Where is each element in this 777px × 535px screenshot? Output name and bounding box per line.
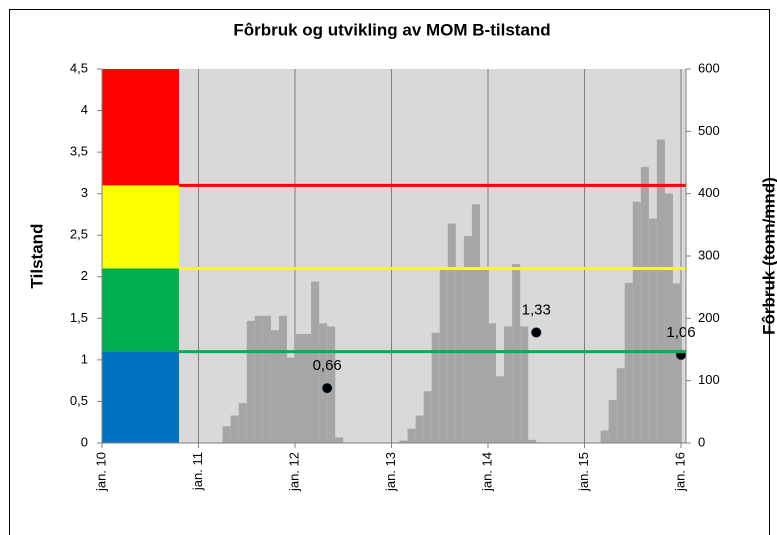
bar <box>447 223 456 443</box>
bar <box>407 428 416 443</box>
bar <box>520 326 529 443</box>
bar <box>656 139 665 444</box>
y2-tick-label: 100 <box>698 372 720 387</box>
plot-area <box>102 69 686 443</box>
bar <box>640 166 649 443</box>
y-tick-label: 4,5 <box>70 60 88 75</box>
bar <box>632 201 641 443</box>
y2-axis-label: Fôrbruk (tonn/mnd) <box>759 177 777 335</box>
y2-tick-label: 300 <box>698 247 720 262</box>
y-tick-label: 3,5 <box>70 144 88 159</box>
bar <box>327 326 336 443</box>
bar <box>319 323 328 443</box>
bar <box>488 323 497 443</box>
bar <box>278 315 287 443</box>
threshold-band <box>102 185 179 269</box>
bar <box>664 193 673 443</box>
y-tick-label: 3 <box>81 185 88 200</box>
point <box>321 382 333 394</box>
data-label: 0,66 <box>313 357 342 374</box>
bar <box>222 426 231 443</box>
bar <box>616 368 625 443</box>
y-tick-label: 0 <box>81 434 88 449</box>
bar <box>528 439 537 443</box>
y-axis-label: Tilstand <box>27 224 46 289</box>
bar <box>415 415 424 443</box>
y2-tick-label: 500 <box>698 123 720 138</box>
bar <box>504 326 513 443</box>
point <box>531 327 542 338</box>
bar <box>238 403 247 443</box>
data-label: 1,33 <box>522 301 551 318</box>
y-tick-label: 1 <box>81 351 88 366</box>
bar <box>335 437 344 443</box>
x-tick-label: jan. 16 <box>672 452 687 492</box>
y-tick-label: 0,5 <box>70 393 88 408</box>
y-tick-label: 2,5 <box>70 227 88 242</box>
bar <box>303 333 312 443</box>
bar <box>439 268 448 443</box>
bar <box>672 283 681 443</box>
bar <box>496 376 505 443</box>
threshold-band <box>102 351 179 443</box>
threshold-band <box>102 69 179 186</box>
y-tick-label: 1,5 <box>70 310 88 325</box>
bar <box>270 330 279 443</box>
y2-tick-label: 400 <box>698 185 720 200</box>
threshold-band <box>102 268 179 352</box>
bar <box>431 332 440 443</box>
x-tick-label: jan. 10 <box>93 452 108 492</box>
bar <box>286 357 295 443</box>
bar <box>254 315 263 443</box>
bar <box>423 391 432 443</box>
x-tick-label: jan. 13 <box>383 452 398 492</box>
bar <box>648 218 657 443</box>
bar <box>479 268 488 443</box>
bar <box>471 204 480 443</box>
bar <box>230 415 239 443</box>
chart-title: Fôrbruk og utvikling av MOM B-tilstand <box>233 20 550 39</box>
y2-tick-label: 0 <box>698 434 705 449</box>
bar <box>311 281 320 443</box>
data-label: 1,06 <box>666 324 695 341</box>
x-tick-label: jan. 15 <box>576 452 591 492</box>
bar <box>608 399 617 443</box>
bar <box>463 236 472 443</box>
bar <box>262 315 271 443</box>
bar <box>455 268 464 443</box>
bar <box>246 320 255 443</box>
bar <box>399 440 408 443</box>
y2-tick-label: 600 <box>698 60 720 75</box>
x-tick-label: jan. 12 <box>286 452 301 492</box>
y-tick-label: 2 <box>81 268 88 283</box>
y-tick-label: 4 <box>81 102 88 117</box>
bar <box>600 430 609 443</box>
bar <box>512 264 521 443</box>
x-tick-label: jan. 14 <box>479 452 494 492</box>
bar <box>295 333 304 443</box>
x-tick-label: jan. 11 <box>190 452 205 491</box>
bar <box>624 282 633 443</box>
y2-tick-label: 200 <box>698 310 720 325</box>
